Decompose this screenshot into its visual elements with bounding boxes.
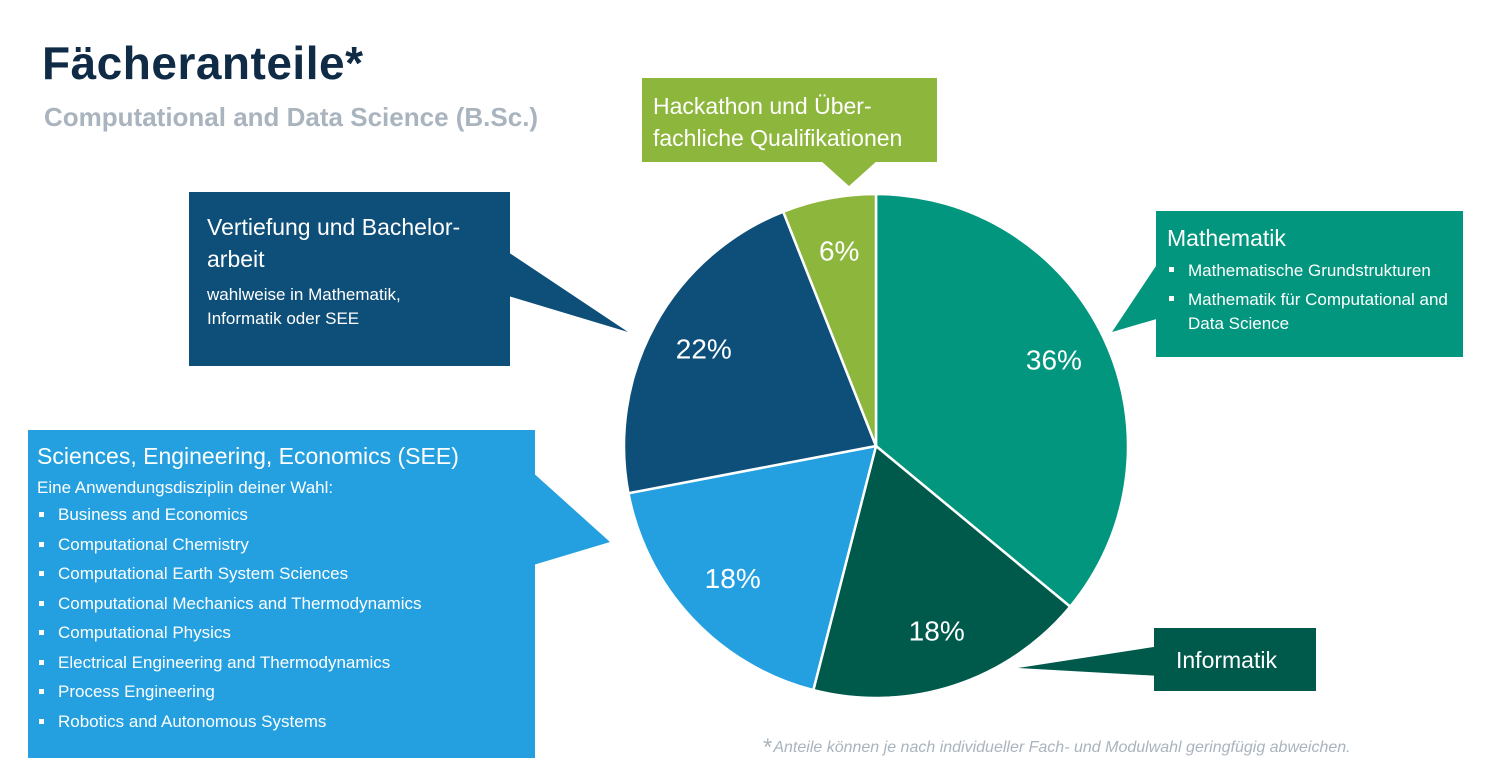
callout-pointers xyxy=(505,160,1160,676)
hackathon-line-2: fachliche Qualifikationen xyxy=(653,125,903,151)
callout-pointer-see xyxy=(530,470,610,566)
vertiefung-title: Vertiefung und Bachelor-arbeit xyxy=(207,214,461,272)
pie-slice-vertiefung xyxy=(622,210,878,495)
list-item: Business and Economics xyxy=(37,504,535,526)
pie-slice-mathematik xyxy=(874,192,1130,608)
pie-label-mathematik: 36% xyxy=(1026,345,1082,376)
pie-label-informatik: 18% xyxy=(909,615,965,646)
pie-label-hackathon: 6% xyxy=(819,235,859,266)
list-item: Computational Mechanics and Thermodynami… xyxy=(37,593,535,615)
list-item: Process Engineering xyxy=(37,681,535,703)
mathematik-title: Mathematik xyxy=(1167,225,1286,251)
callout-informatik: Informatik xyxy=(1154,628,1316,691)
mathematik-list: Mathematische Grundstrukturen Mathematik… xyxy=(1167,259,1463,336)
pie-slice-see xyxy=(627,444,878,692)
callout-pointer-vertiefung xyxy=(505,250,628,332)
list-item: Computational Earth System Sciences xyxy=(37,563,535,585)
hackathon-line-1: Hackathon und Über- xyxy=(653,93,872,119)
callout-pointer-mathematik xyxy=(1112,260,1160,332)
pie-slice-hackathon xyxy=(781,192,878,448)
list-item: Electrical Engineering and Thermodynamic… xyxy=(37,652,535,674)
list-item: Computational Chemistry xyxy=(37,534,535,556)
callout-hackathon: Hackathon und Über- fachliche Qualifikat… xyxy=(642,78,937,162)
pie-slice-informatik xyxy=(812,444,1072,700)
callout-vertiefung: Vertiefung und Bachelor-arbeit wahlweise… xyxy=(189,192,510,366)
pie-label-see: 18% xyxy=(705,563,761,594)
list-item: Computational Physics xyxy=(37,622,535,644)
vertiefung-description: wahlweise in Mathematik, Informatik oder… xyxy=(207,285,401,328)
informatik-title: Informatik xyxy=(1176,647,1277,673)
list-item: Mathematik für Computational and Data Sc… xyxy=(1167,288,1452,336)
list-item: Robotics and Autonomous Systems xyxy=(37,711,535,733)
pie-slices xyxy=(622,192,1130,700)
footnote-text: Anteile können je nach individueller Fac… xyxy=(773,739,1351,756)
see-description: Eine Anwendungsdisziplin deiner Wahl: xyxy=(37,478,334,497)
callout-pointer-informatik xyxy=(1018,646,1160,676)
list-item: Mathematische Grundstrukturen xyxy=(1167,259,1452,283)
pie-label-vertiefung: 22% xyxy=(676,334,732,365)
callout-see: Sciences, Engineering, Economics (SEE) E… xyxy=(28,430,535,758)
callout-pointer-hackathon xyxy=(820,160,878,186)
page-subtitle: Computational and Data Science (B.Sc.) xyxy=(44,102,539,132)
callout-mathematik: Mathematik Mathematische Grundstrukturen… xyxy=(1156,211,1463,357)
see-title: Sciences, Engineering, Economics (SEE) xyxy=(37,443,459,469)
see-list: Business and Economics Computational Che… xyxy=(37,504,535,733)
pie-labels: 36% 18% 18% 22% 6% xyxy=(676,235,1082,646)
page-title: Fächeranteile* xyxy=(42,37,364,89)
footnote-mark: * xyxy=(762,734,772,761)
footnote: * Anteile können je nach individueller Fa… xyxy=(762,734,1351,762)
